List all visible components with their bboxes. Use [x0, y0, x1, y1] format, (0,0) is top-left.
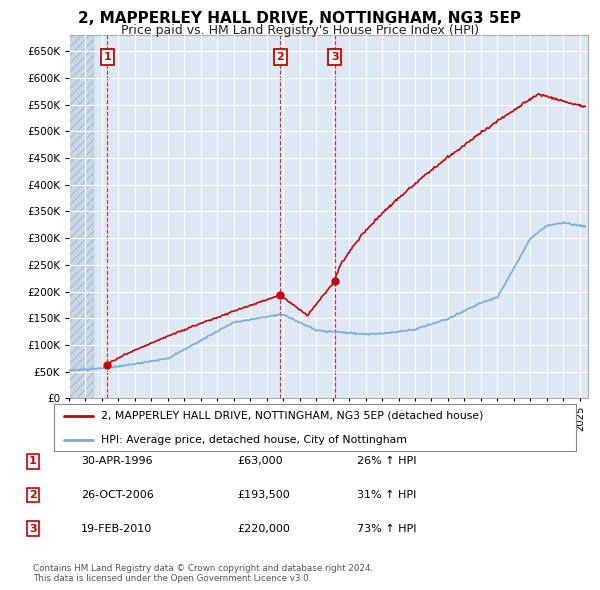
Text: 2: 2	[29, 490, 37, 500]
Text: 3: 3	[29, 524, 37, 533]
Text: 2, MAPPERLEY HALL DRIVE, NOTTINGHAM, NG3 5EP (detached house): 2, MAPPERLEY HALL DRIVE, NOTTINGHAM, NG3…	[101, 411, 484, 421]
Text: 2: 2	[277, 52, 284, 62]
Text: 26-OCT-2006: 26-OCT-2006	[81, 490, 154, 500]
Text: 1: 1	[29, 457, 37, 466]
Text: 1: 1	[104, 52, 111, 62]
Text: 26% ↑ HPI: 26% ↑ HPI	[357, 457, 416, 466]
Text: HPI: Average price, detached house, City of Nottingham: HPI: Average price, detached house, City…	[101, 435, 407, 444]
Text: 2, MAPPERLEY HALL DRIVE, NOTTINGHAM, NG3 5EP: 2, MAPPERLEY HALL DRIVE, NOTTINGHAM, NG3…	[79, 11, 521, 25]
Text: £193,500: £193,500	[237, 490, 290, 500]
Text: 3: 3	[331, 52, 338, 62]
Text: 19-FEB-2010: 19-FEB-2010	[81, 524, 152, 533]
Text: 73% ↑ HPI: 73% ↑ HPI	[357, 524, 416, 533]
Text: Price paid vs. HM Land Registry's House Price Index (HPI): Price paid vs. HM Land Registry's House …	[121, 24, 479, 37]
Text: £63,000: £63,000	[237, 457, 283, 466]
Text: £220,000: £220,000	[237, 524, 290, 533]
Text: Contains HM Land Registry data © Crown copyright and database right 2024.
This d: Contains HM Land Registry data © Crown c…	[33, 563, 373, 583]
Text: 30-APR-1996: 30-APR-1996	[81, 457, 152, 466]
Text: 31% ↑ HPI: 31% ↑ HPI	[357, 490, 416, 500]
